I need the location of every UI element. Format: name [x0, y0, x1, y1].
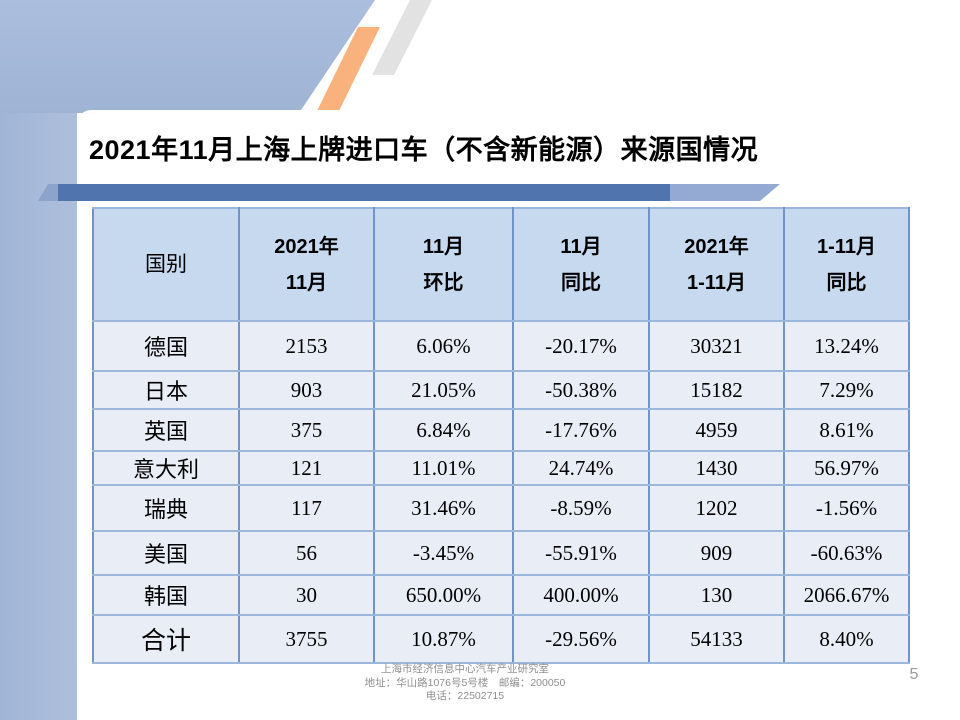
value-cell: -3.45% [373, 530, 514, 576]
value-cell: 11.01% [373, 450, 514, 486]
value-cell: 6.06% [373, 320, 514, 372]
column-header: 2021年 1-11月 [648, 207, 785, 322]
value-cell: 24.74% [512, 450, 650, 486]
country-cell: 韩国 [92, 574, 240, 616]
value-cell: 650.00% [373, 574, 514, 616]
title-underline-bar-decoration [58, 184, 670, 201]
value-cell: 903 [238, 370, 375, 410]
column-header: 11月 环比 [373, 207, 514, 322]
value-cell: -55.91% [512, 530, 650, 576]
country-cell: 瑞典 [92, 484, 240, 532]
country-cell: 美国 [92, 530, 240, 576]
page-title: 2021年11月上海上牌进口车（不含新能源）来源国情况 [89, 135, 759, 165]
table-row: 美国 56 -3.45% -55.91% 909 -60.63% [92, 530, 910, 576]
value-cell: 1430 [648, 450, 785, 486]
value-cell: 2066.67% [783, 574, 910, 616]
value-cell: -60.63% [783, 530, 910, 576]
top-blue-shape-decoration [0, 0, 375, 113]
gray-stripe-decoration [372, 0, 432, 75]
footer: 上海市经济信息中心汽车产业研究室 地址：华山路1076号5号楼 邮编：20005… [0, 663, 930, 704]
table-row: 韩国 30 650.00% 400.00% 130 2066.67% [92, 574, 910, 616]
value-cell: 909 [648, 530, 785, 576]
table-row: 英国 375 6.84% -17.76% 4959 8.61% [92, 408, 910, 452]
country-cell: 意大利 [92, 450, 240, 486]
value-cell: 3755 [238, 614, 375, 664]
table-container: 国别 2021年 11月 11月 环比 11月 同比 2021年 1-11月 1-11月 … [92, 207, 910, 664]
value-cell: 8.61% [783, 408, 910, 452]
table-header: 国别 2021年 11月 11月 环比 11月 同比 2021年 1-11月 1-11月 … [92, 207, 910, 322]
value-cell: 375 [238, 408, 375, 452]
column-header: 1-11月 同比 [783, 207, 910, 322]
table-body: 德国 2153 6.06% -20.17% 30321 13.24% 日本 903 21.05%… [92, 320, 910, 664]
value-cell: 54133 [648, 614, 785, 664]
value-cell: 121 [238, 450, 375, 486]
footer-phone-line: 电话：22502715 [425, 690, 505, 702]
value-cell: 56 [238, 530, 375, 576]
value-cell: 21.05% [373, 370, 514, 410]
title-underline-tail-decoration [670, 184, 780, 201]
footer-address-line: 地址：华山路1076号5号楼 邮编：200050 [364, 676, 566, 689]
title-box: 2021年11月上海上牌进口车（不含新能源）来源国情况 [77, 110, 792, 185]
column-header: 2021年 11月 [238, 207, 375, 322]
table-row: 日本 903 21.05% -50.38% 15182 7.29% [92, 370, 910, 410]
value-cell: -17.76% [512, 408, 650, 452]
value-cell: 30 [238, 574, 375, 616]
value-cell: 6.84% [373, 408, 514, 452]
country-cell: 德国 [92, 320, 240, 372]
value-cell: -29.56% [512, 614, 650, 664]
data-table: 国别 2021年 11月 11月 环比 11月 同比 2021年 1-11月 1-11月 … [92, 207, 910, 664]
table-row: 意大利 121 11.01% 24.74% 1430 56.97% [92, 450, 910, 486]
value-cell: 130 [648, 574, 785, 616]
value-cell: 15182 [648, 370, 785, 410]
value-cell: 117 [238, 484, 375, 532]
value-cell: 30321 [648, 320, 785, 372]
value-cell: -8.59% [512, 484, 650, 532]
value-cell: 1202 [648, 484, 785, 532]
table-row: 德国 2153 6.06% -20.17% 30321 13.24% [92, 320, 910, 372]
value-cell: 2153 [238, 320, 375, 372]
value-cell: 10.87% [373, 614, 514, 664]
value-cell: 8.40% [783, 614, 910, 664]
value-cell: 4959 [648, 408, 785, 452]
country-cell: 合计 [92, 614, 240, 664]
value-cell: -1.56% [783, 484, 910, 532]
value-cell: 7.29% [783, 370, 910, 410]
column-header: 11月 同比 [512, 207, 650, 322]
footer-org-line: 上海市经济信息中心汽车产业研究室 [381, 663, 549, 675]
country-cell: 日本 [92, 370, 240, 410]
value-cell: 31.46% [373, 484, 514, 532]
value-cell: 13.24% [783, 320, 910, 372]
page-number: 5 [909, 666, 919, 683]
table-row: 瑞典 117 31.46% -8.59% 1202 -1.56% [92, 484, 910, 532]
column-header: 国别 [92, 207, 240, 322]
value-cell: 56.97% [783, 450, 910, 486]
table-row: 合计 3755 10.87% -29.56% 54133 8.40% [92, 614, 910, 664]
left-band-decoration [0, 0, 77, 720]
value-cell: -20.17% [512, 320, 650, 372]
table-header-row: 国别 2021年 11月 11月 环比 11月 同比 2021年 1-11月 1-11月 … [92, 207, 910, 322]
value-cell: 400.00% [512, 574, 650, 616]
country-cell: 英国 [92, 408, 240, 452]
value-cell: -50.38% [512, 370, 650, 410]
